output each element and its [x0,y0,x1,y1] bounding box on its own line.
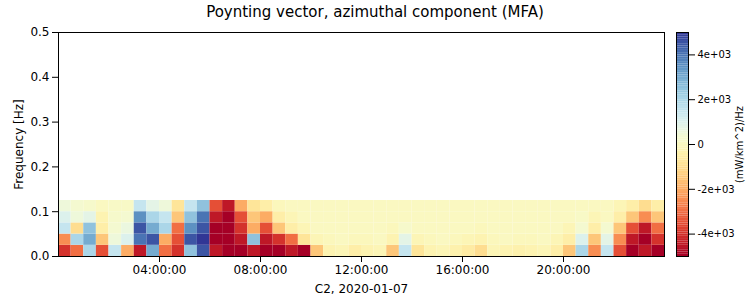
svg-text:04:00:00: 04:00:00 [133,263,187,277]
svg-text:08:00:00: 08:00:00 [234,263,288,277]
svg-text:16:00:00: 16:00:00 [436,263,490,277]
svg-text:4e+03: 4e+03 [698,49,732,60]
svg-text:0.4: 0.4 [30,70,49,84]
svg-text:12:00:00: 12:00:00 [335,263,389,277]
svg-text:0.1: 0.1 [30,205,49,219]
svg-text:2e+03: 2e+03 [698,94,732,105]
svg-text:-4e+03: -4e+03 [698,228,735,239]
svg-text:0.5: 0.5 [30,25,49,39]
html-text:Poynting vector, azimuthal com: Poynting vector, azimuthal component (MF… [206,3,544,21]
svg-text:20:00:00: 20:00:00 [537,263,591,277]
svg-text:0.0: 0.0 [30,249,49,263]
svg-text:C2, 2020-01-07: C2, 2020-01-07 [315,282,408,296]
svg-text:0: 0 [698,139,704,150]
svg-text:-2e+03: -2e+03 [698,184,735,195]
svg-text:0.2: 0.2 [30,160,49,174]
svg-text:0.3: 0.3 [30,115,49,129]
svg-text:(mW/km^2)/Hz: (mW/km^2)/Hz [734,106,745,183]
svg-text:Frequency [Hz]: Frequency [Hz] [12,99,26,190]
